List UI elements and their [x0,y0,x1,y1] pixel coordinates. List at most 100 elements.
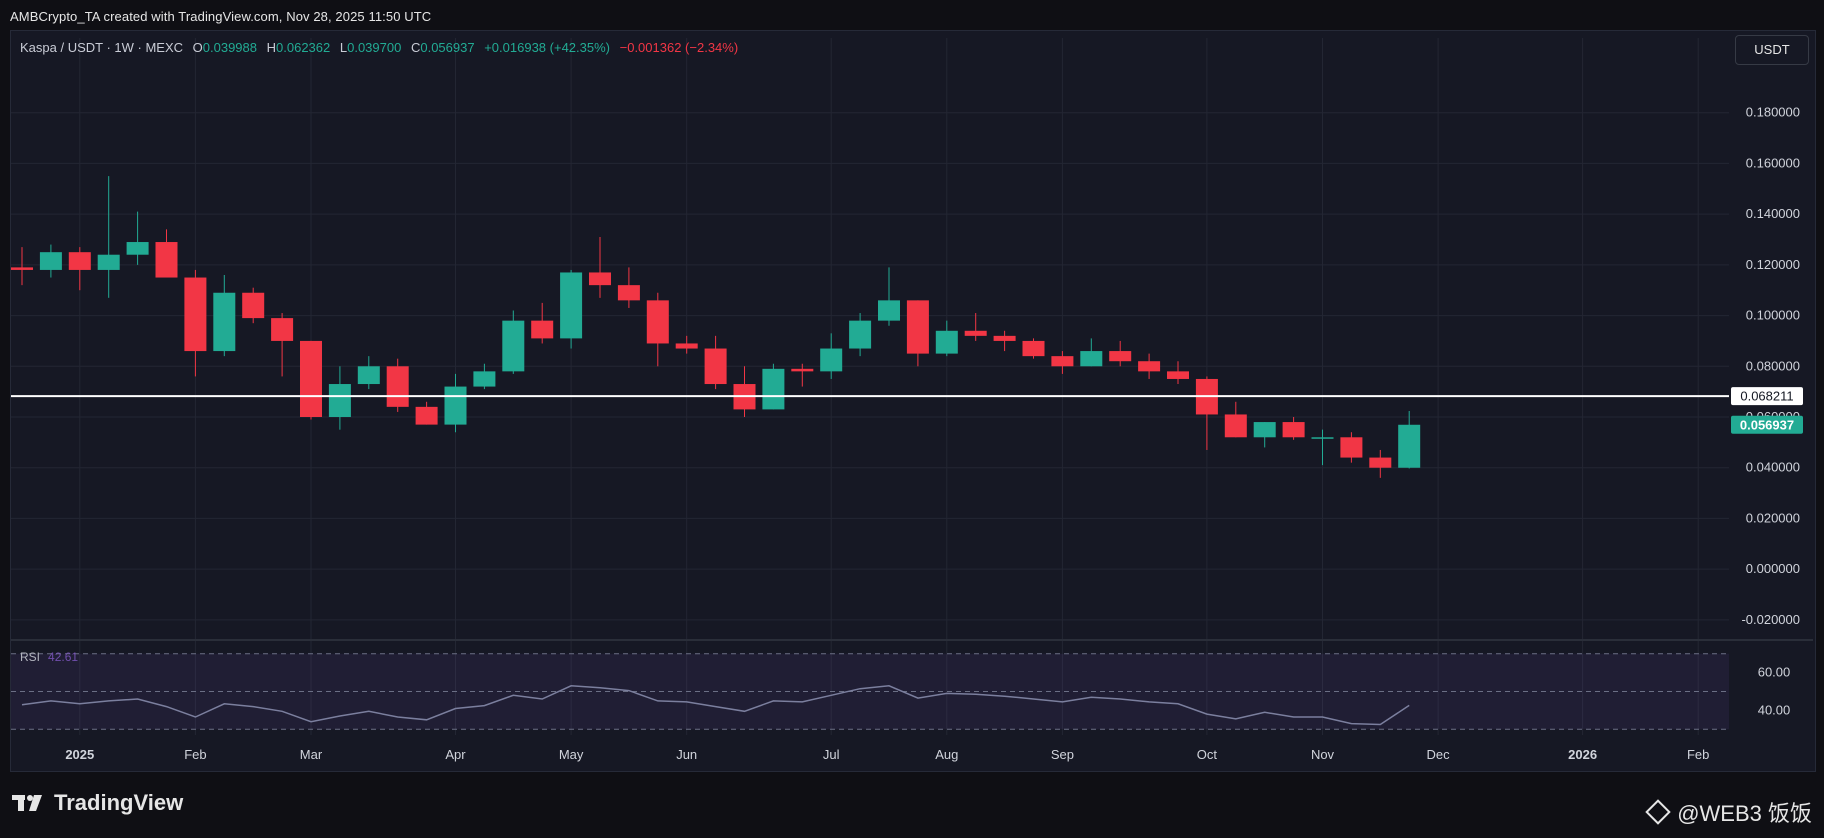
candle [1022,338,1045,359]
secondary-change-value: −0.001362 (−2.34%) [619,40,739,55]
y-tick-label: 0.040000 [1746,460,1800,475]
candle-body [39,252,62,270]
candle-body [1224,414,1247,438]
candle [1340,432,1363,463]
candle [39,244,62,278]
candle-body [878,300,900,321]
chart-credit: AMBCrypto_TA created with TradingView.co… [10,9,432,24]
candle [386,358,409,412]
candle-body [589,272,611,286]
candle-body [11,267,33,270]
y-tick-label: 0.100000 [1746,308,1800,323]
candle [906,300,929,367]
candle-body [820,348,843,372]
candle-body [271,318,294,341]
candle-body [126,242,149,255]
candle [328,366,351,430]
candle-body [1167,371,1189,379]
candle-body [1369,457,1392,468]
x-tick-label: Sep [1051,747,1074,762]
x-tick-label: May [559,747,584,762]
candle-body [791,368,814,372]
candle [11,247,33,286]
x-tick-label: Oct [1197,747,1218,762]
candle [820,333,843,379]
high-label: H [266,40,277,55]
candle [97,176,120,298]
candle-body [531,320,554,339]
candle [1224,401,1247,438]
candle [849,313,872,357]
candle [1398,411,1421,469]
tradingview-logo[interactable]: TradingView [12,790,183,816]
rsi-tick-label: 40.00 [1758,702,1791,717]
currency-unit-button[interactable]: USDT [1735,35,1809,65]
candle [1051,351,1074,374]
close-value: 0.056937 [420,40,475,55]
x-tick-label: 2025 [65,747,94,762]
low-label: L [339,40,348,55]
candle [1195,376,1218,450]
candle [878,267,900,326]
watermark-text: @WEB3 饭饭 [1677,801,1812,826]
candle-body [906,300,929,354]
candle-body [1253,422,1276,438]
rsi-line [21,685,1410,726]
candle-body [993,335,1016,341]
candle [733,366,756,417]
candle [357,356,380,390]
candle-body [935,330,958,354]
x-tick-label: Feb [184,747,206,762]
ohlc-legend: Kaspa / USDT · 1W · MEXC O0.039988 H0.06… [20,40,738,55]
candle-body [675,343,698,349]
candle-body [849,320,872,349]
binance-diamond-icon [1645,799,1671,825]
candle-body [213,292,236,352]
support-line-price-label: 0.068211 [1740,389,1793,404]
candle-body [97,254,120,270]
tradingview-logo-icon [12,795,42,811]
candle-body [1022,340,1045,357]
candle-body [1109,351,1132,362]
x-tick-label: Apr [445,747,466,762]
candle-body [357,366,380,385]
x-tick-label: Jul [823,747,840,762]
y-tick-label: -0.020000 [1741,612,1800,627]
candle-body [444,386,467,425]
candle [184,269,207,377]
candle-body [184,277,207,352]
open-label: O [192,40,203,55]
candle [1167,361,1189,385]
candle-body [762,368,785,410]
candle [155,229,178,278]
y-tick-label: 0.020000 [1746,510,1800,525]
candle-body [704,348,727,385]
symbol-label[interactable]: Kaspa / USDT · 1W · MEXC [20,40,184,55]
y-tick-label: 0.000000 [1746,561,1800,576]
candle [1311,429,1334,466]
candle-body [1311,437,1334,439]
change-value: +0.016938 (+42.35%) [484,40,610,55]
candle-body [646,300,669,344]
candle [617,267,640,308]
candle [242,287,265,324]
low-value: 0.039700 [347,40,402,55]
rsi-name[interactable]: RSI [20,650,41,664]
candle-body [964,330,987,336]
candle [1282,417,1305,440]
candle [502,310,525,374]
candle-body [1282,422,1305,438]
candle [213,275,236,357]
candle [1109,340,1132,367]
candle [473,363,496,390]
candle-body [1138,361,1161,372]
x-tick-label: Jun [676,747,697,762]
high-value: 0.062362 [276,40,331,55]
y-tick-label: 0.120000 [1746,257,1800,272]
candle-body [1080,351,1103,367]
y-tick-label: 0.140000 [1746,206,1800,221]
x-tick-label: Aug [935,747,958,762]
candle-body [300,340,322,417]
candle-body [560,272,583,339]
